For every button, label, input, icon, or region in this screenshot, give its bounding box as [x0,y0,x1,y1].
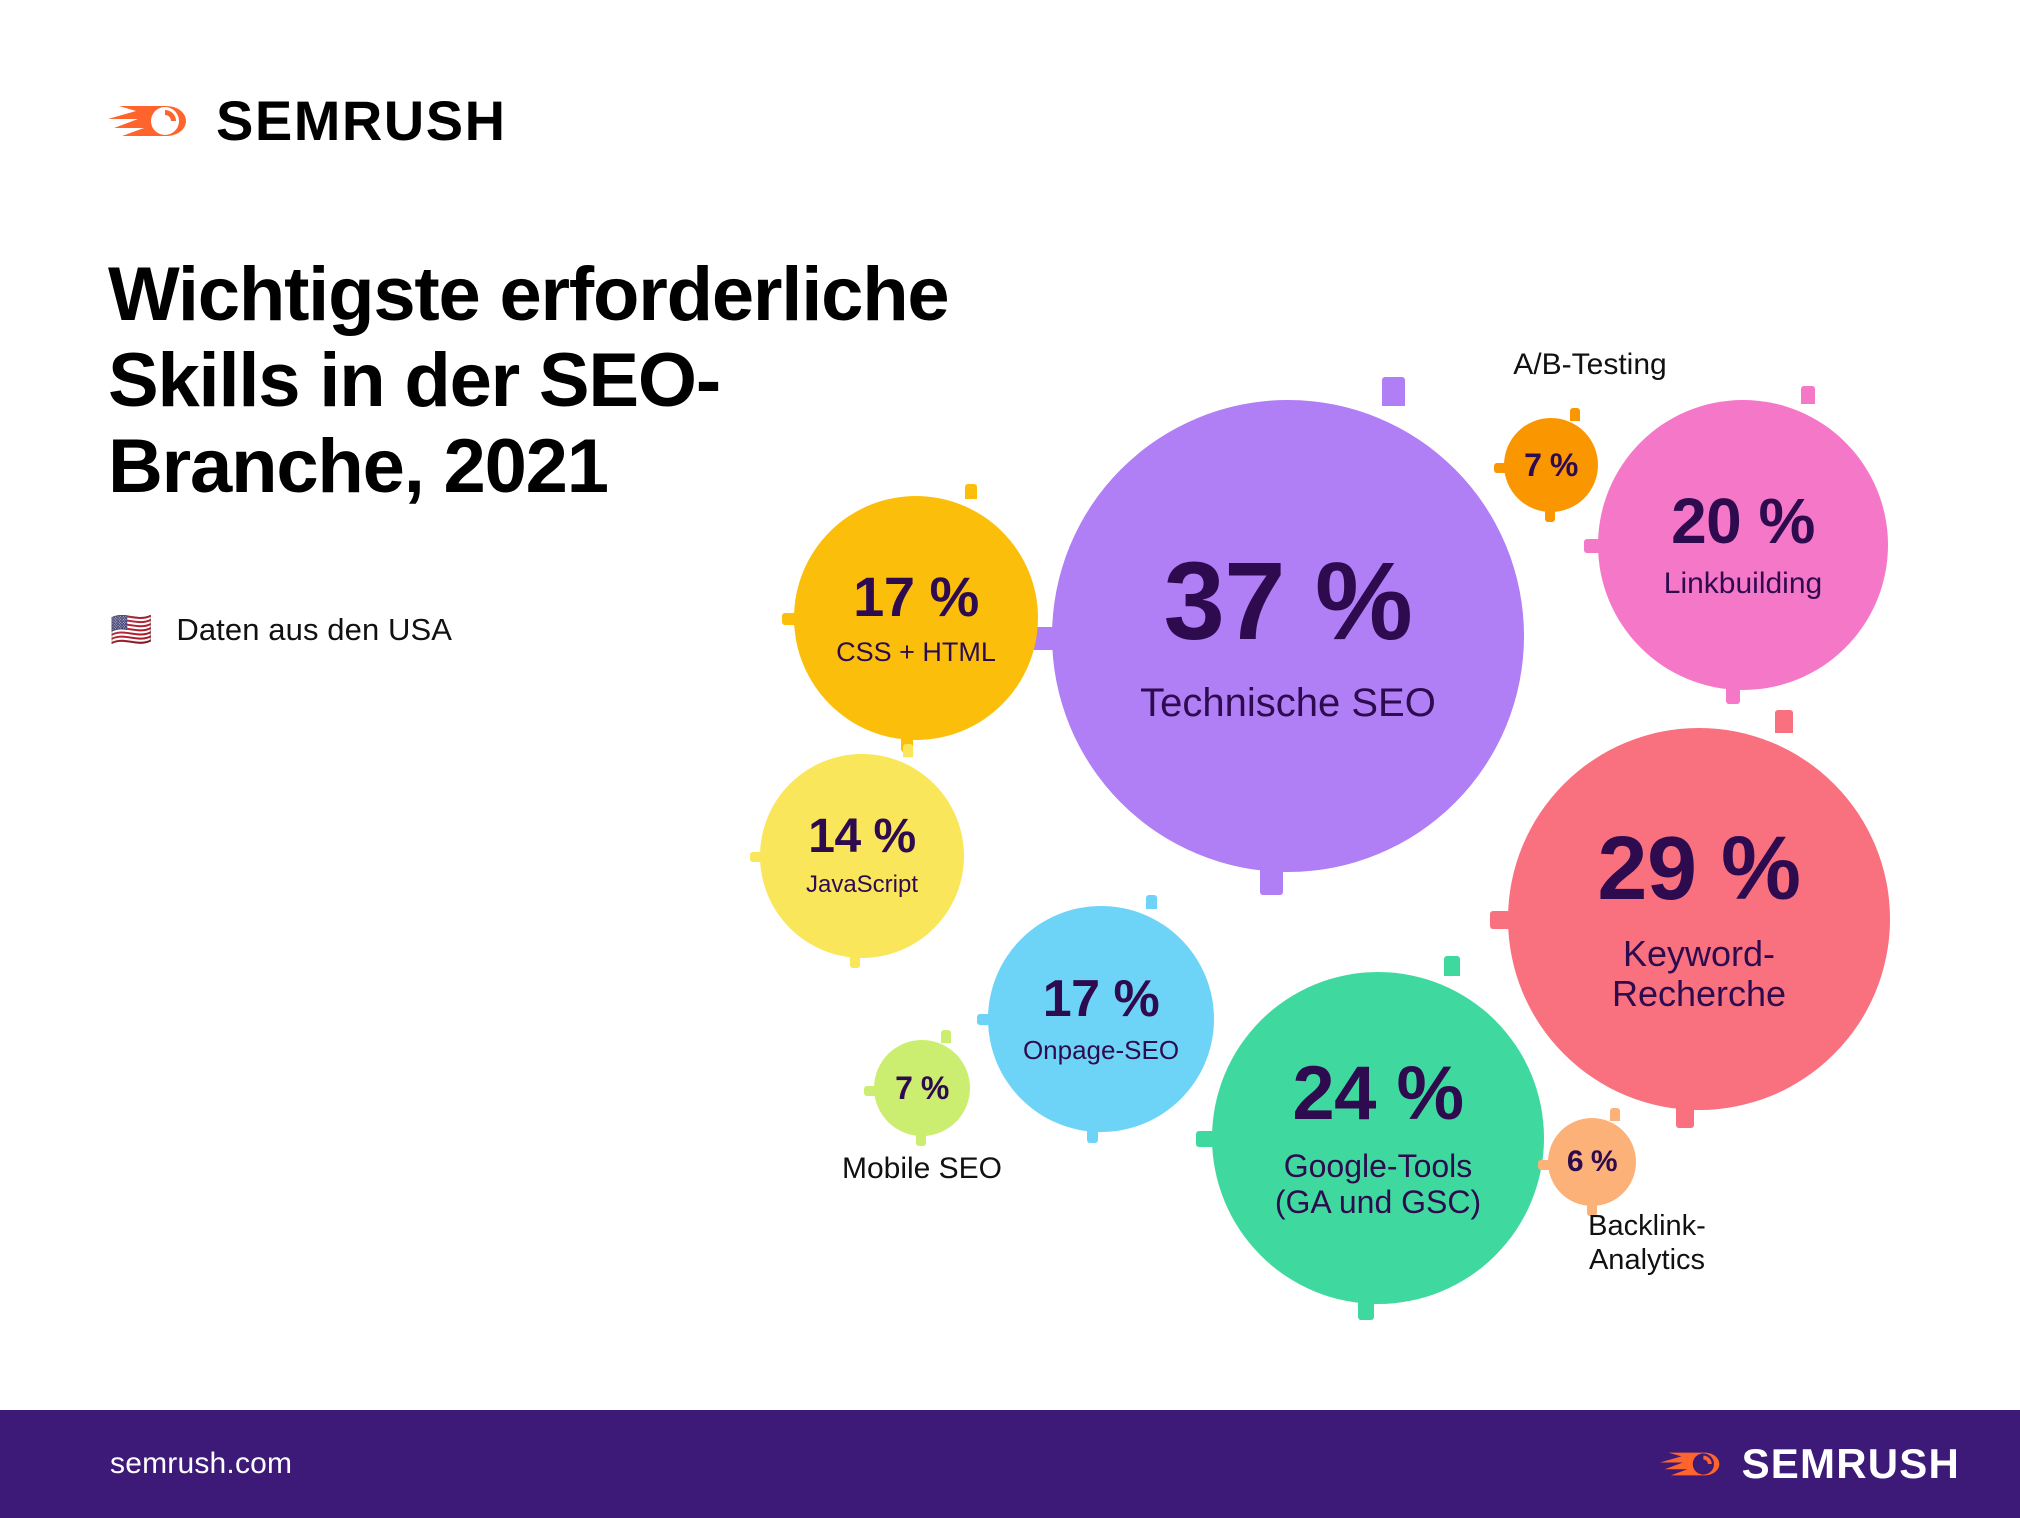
bubble-label: CSS + HTML [836,636,996,667]
bubble-notch [1725,686,1740,704]
bubble-notch [1609,1108,1620,1121]
bubble-notch [782,613,797,626]
bubble-percent: 7 % [1524,447,1578,483]
bubble-label: JavaScript [805,871,919,899]
subtitle-text: Daten aus den USA [176,612,453,647]
page-title: Wichtigste erforderliche Skills in der S… [108,252,950,509]
bubble-notch [1358,1300,1375,1320]
bubble-label-backlink-analytics: Backlink- Analytics [1588,1210,1706,1276]
us-flag-icon: 🇺🇸 [110,611,153,649]
bubble-notch [1259,866,1283,895]
footer-url[interactable]: semrush.com [110,1447,293,1480]
bubble-keyword-recherche: 29 % Keyword- Recherche [1490,710,1890,1128]
bubble-notch [1087,1129,1099,1143]
bubble-css-html: 17 % CSS + HTML [782,484,1038,752]
bubble-label-ab-testing: A/B-Testing [1513,348,1667,381]
bubble-percent: 17 % [853,564,979,628]
bubble-label: Technische SEO [1140,680,1436,725]
bubble-notch [1490,911,1513,930]
bubble-notch [1444,956,1461,976]
semrush-comet-icon [1659,1442,1724,1486]
bubble-technische-seo: 37 % Technische SEO [1029,377,1524,895]
bubble-label: Google-Tools (GA und GSC) [1274,1147,1482,1220]
bubble-linkbuilding: 20 % Linkbuilding [1584,386,1888,704]
header-wordmark: SEMRUSH [216,89,507,152]
bubble-percent: 14 % [808,810,916,864]
bubble-google-tools: 24 % Google-Tools (GA und GSC) [1196,956,1544,1320]
bubble-percent: 24 % [1292,1050,1464,1136]
bubble-notch [1494,463,1507,474]
bubble-label-mobile-seo: Mobile SEO [841,1152,1003,1185]
bubble-notch [1775,710,1794,733]
bubble-label: Keyword- Recherche [1611,932,1787,1014]
bubble-onpage-seo: 17 % Onpage-SEO [977,895,1214,1143]
bubble-notch [1676,1105,1695,1128]
bubble-label: Onpage-SEO [1022,1034,1180,1065]
bubble-notch [941,1030,952,1043]
bubble-mobile-seo: 7 % [864,1030,970,1146]
bubble-notch [864,1086,877,1097]
bubble-notch [750,851,763,862]
bubble-javascript: 14 % JavaScript [750,744,964,968]
bubble-notch [1801,386,1815,404]
bubble-percent: 20 % [1671,485,1815,558]
bubble-percent: 37 % [1163,539,1413,663]
bubble-notch [1545,509,1556,522]
bubble-percent: 7 % [895,1070,949,1106]
bubble-notch [964,484,977,499]
bubble-notch [849,955,860,968]
bubble-chart: 37 % Technische SEO 29 % Keyword- Recherche… [750,348,1890,1320]
semrush-comet-icon [108,92,192,150]
bubble-notch [977,1014,991,1026]
bubble-notch [902,744,913,757]
footer-wordmark: SEMRUSH [1741,1440,1960,1487]
bubble-backlink-analytics: 6 % [1538,1108,1636,1216]
bubble-ab-testing: 7 % [1494,408,1598,522]
bubble-notch [1538,1160,1551,1171]
bubble-notch [1382,377,1406,406]
bubble-notch [1146,895,1158,909]
bubble-notch [1569,408,1580,421]
bubble-percent: 29 % [1597,818,1801,919]
bubble-notch [1584,539,1602,554]
bubble-notch [1586,1203,1597,1216]
bubble-percent: 6 % [1566,1145,1618,1178]
header-logo: SEMRUSH [108,92,507,150]
bubble-percent: 17 % [1042,969,1160,1028]
footer-bar: semrush.com SEMRUSH [0,1410,2020,1518]
footer-logo: SEMRUSH [1659,1440,1960,1487]
subtitle: 🇺🇸 Daten aus den USA [110,612,452,648]
bubble-notch [1196,1131,1216,1148]
bubble-label: Linkbuilding [1663,567,1823,601]
bubble-notch [916,1133,927,1146]
